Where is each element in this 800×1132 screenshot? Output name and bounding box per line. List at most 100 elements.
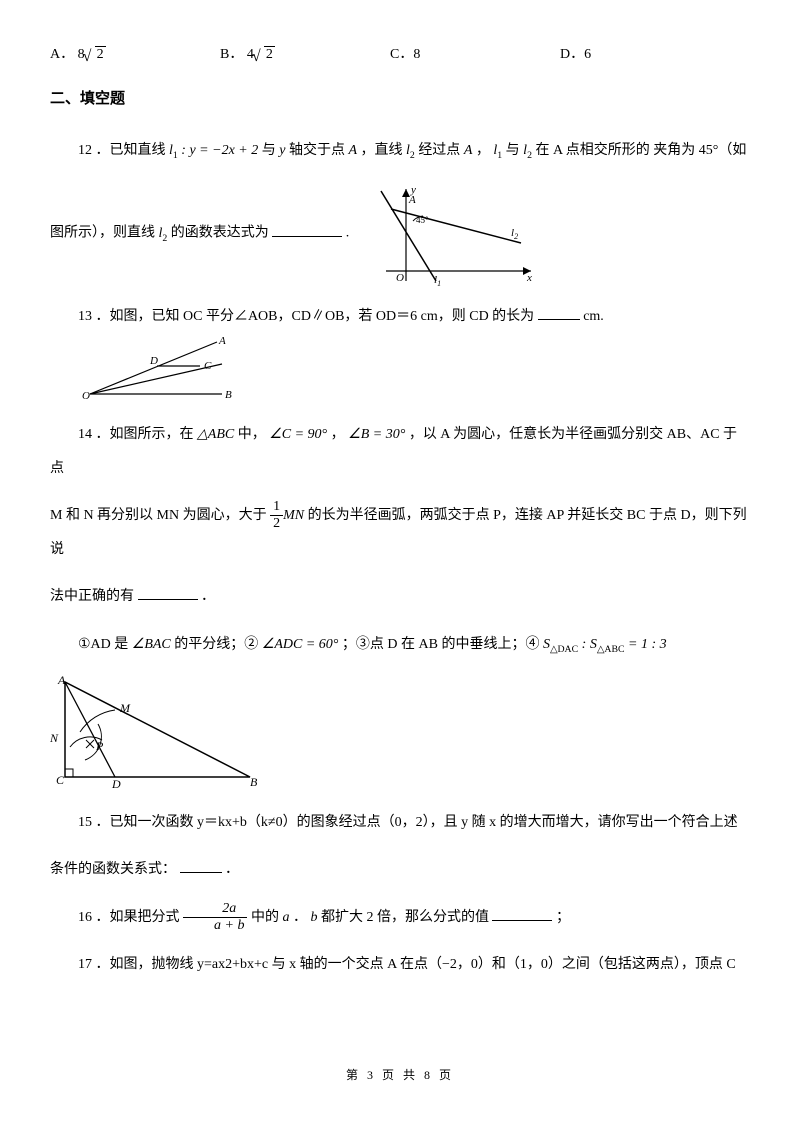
q14-figure: A C B D M N P <box>50 672 750 792</box>
q14-o4s: S△DAC : S△ABC = 1 : 3 <box>543 637 667 652</box>
choice-a: A． 82 <box>50 40 220 71</box>
fig13-B: B <box>225 389 232 401</box>
q14-c1: ， <box>331 427 345 442</box>
q13-blank <box>538 305 580 320</box>
q12-l2b: l2 <box>523 143 532 158</box>
question-15: 15 ．已知一次函数 y＝kx+b（k≠0）的图象经过点（0，2），且 y 随 … <box>50 806 750 840</box>
section-2-title: 二、填空题 <box>50 83 750 116</box>
q12-l2: l2 <box>406 143 415 158</box>
q14-angC: ∠C = 90° <box>269 427 327 442</box>
fig13-C: C <box>204 360 212 372</box>
q12-y: y <box>279 143 285 158</box>
q14-pre: 14 ．如图所示，在 <box>78 427 194 442</box>
q14-m1: 中， <box>238 427 266 442</box>
q13-figure: O A B C D <box>54 334 232 404</box>
q12-t3: 轴交于点 <box>289 143 345 158</box>
fig12-ang: 45° <box>416 215 429 225</box>
q16-dot: ． <box>293 910 307 925</box>
question-15-line2: 条件的函数关系式： ． <box>50 853 750 887</box>
q12-t6: 与 <box>506 143 520 158</box>
fig14-C: C <box>56 773 65 787</box>
q12-eq: : y = −2x + 2 <box>181 143 258 158</box>
choice-b-rad: 2 <box>264 46 275 62</box>
q12-t7: 在 A 点相交所形的 夹角为 45°（如 <box>535 143 746 158</box>
q14-o2: ∠ADC = 60° <box>262 637 339 652</box>
fig14-D: D <box>111 777 121 791</box>
q12-A1: A <box>348 143 357 158</box>
q16-pre: 16 ．如果把分式 <box>78 910 180 925</box>
q12-figure: A 45° O x y l1 l2 <box>361 181 541 286</box>
fig12-l2s: 2 <box>514 232 518 241</box>
choice-a-rad: 2 <box>95 46 106 62</box>
q16-a: a <box>282 910 289 925</box>
q16-num: 2a <box>183 902 247 918</box>
q17-text: 17 ．如图，抛物线 y=ax2+bx+c 与 x 轴的一个交点 A 在点（−2… <box>78 957 736 972</box>
fig14-M: M <box>119 701 131 715</box>
q12-A2: A <box>464 143 473 158</box>
fig13-D: D <box>149 355 158 367</box>
q16-frac: 2a a + b <box>183 902 247 933</box>
q12-t4: ，直线 <box>361 143 403 158</box>
choice-d: D．6 <box>560 40 730 71</box>
q14-l3: 法中正确的有 <box>50 589 134 604</box>
choice-c: C．8 <box>390 40 560 71</box>
fig13-O: O <box>82 390 90 402</box>
question-17: 17 ．如图，抛物线 y=ax2+bx+c 与 x 轴的一个交点 A 在点（−2… <box>50 948 750 982</box>
q16-m1: 中的 <box>251 910 279 925</box>
fig14-B: B <box>250 775 258 789</box>
q12-l2b-text: 的函数表达式为 <box>171 226 269 241</box>
fig12-O: O <box>396 272 404 284</box>
choice-b-label: B． <box>220 47 243 62</box>
svg-text:l1: l1 <box>434 274 441 286</box>
q12-l2a: 图所示），则直线 <box>50 226 155 241</box>
q14-angB: ∠B = 30° <box>348 427 405 442</box>
q12-t5: 经过点 <box>418 143 460 158</box>
q12-text: 12 ．已知直线 <box>78 143 166 158</box>
q15-p: ． <box>225 862 239 877</box>
q16-m2: 都扩大 2 倍，那么分式的值 <box>321 910 489 925</box>
q14-o1b: 的平分线；② <box>174 637 258 652</box>
q16-semi: ； <box>556 910 570 925</box>
q12-l1b: l1 <box>493 143 502 158</box>
question-16: 16 ．如果把分式 2a a + b 中的 a ． b 都扩大 2 倍，那么分式… <box>50 901 750 935</box>
q12-blank <box>272 222 342 237</box>
q13-text: 13 ．如图，已知 OC 平分∠AOB，CD∥OB，若 OD＝6 cm，则 CD… <box>78 309 534 324</box>
question-14-options: ①AD 是 ∠BAC 的平分线；② ∠ADC = 60° ；③点 D 在 AB … <box>50 628 750 662</box>
fig13-A: A <box>218 335 226 347</box>
fig12-y: y <box>410 184 416 196</box>
question-13: 13 ．如图，已知 OC 平分∠AOB，CD∥OB，若 OD＝6 cm，则 CD… <box>50 300 750 404</box>
q12-period: . <box>346 226 350 241</box>
question-14-line3: 法中正确的有 ． <box>50 580 750 614</box>
fig14-N: N <box>50 731 59 745</box>
q14-half: 1 2 <box>270 500 283 531</box>
q14-opre: ①AD 是 <box>78 637 128 652</box>
fig14-A: A <box>57 673 66 687</box>
fig14-P: P <box>95 739 104 753</box>
question-12-line2: 图所示），则直线 l2 的函数表达式为 . A 45° O x y l1 l2 <box>50 181 750 286</box>
q15-l2: 条件的函数关系式： <box>50 862 176 877</box>
q14-half-den: 2 <box>270 516 283 531</box>
q14-p: ． <box>201 589 215 604</box>
q14-tri: △ABC <box>197 427 234 442</box>
page-footer: 第 3 页 共 8 页 <box>50 1062 750 1088</box>
q13-unit: cm. <box>583 309 604 324</box>
q14-half-num: 1 <box>270 500 283 516</box>
choice-b: B． 42 <box>220 40 390 71</box>
q14-blank <box>138 585 198 600</box>
q14-MN: MN <box>283 508 304 523</box>
choice-a-label: A． <box>50 47 74 62</box>
q14-o2b: ；③点 D 在 AB 的中垂线上；④ <box>342 637 540 652</box>
q14-o1: ∠BAC <box>132 637 171 652</box>
q15-blank <box>180 858 222 873</box>
fig12-l1s: 1 <box>437 279 441 286</box>
question-14-line2: M 和 N 再分别以 MN 为圆心，大于 1 2 MN 的长为半径画弧，两弧交于… <box>50 499 750 566</box>
q12-l1: l1 <box>169 143 178 158</box>
q16-blank <box>492 906 552 921</box>
mc-options: A． 82 B． 42 C．8 D．6 <box>50 40 750 71</box>
q12-t2: 与 <box>262 143 276 158</box>
question-14: 14 ．如图所示，在 △ABC 中， ∠C = 90° ， ∠B = 30° ，… <box>50 418 750 485</box>
q16-b: b <box>310 910 317 925</box>
q12-l2c: l2 <box>159 226 168 241</box>
q16-den: a + b <box>183 918 247 933</box>
question-12: 12 ．已知直线 l1 : y = −2x + 2 与 y 轴交于点 A ，直线… <box>50 134 750 168</box>
